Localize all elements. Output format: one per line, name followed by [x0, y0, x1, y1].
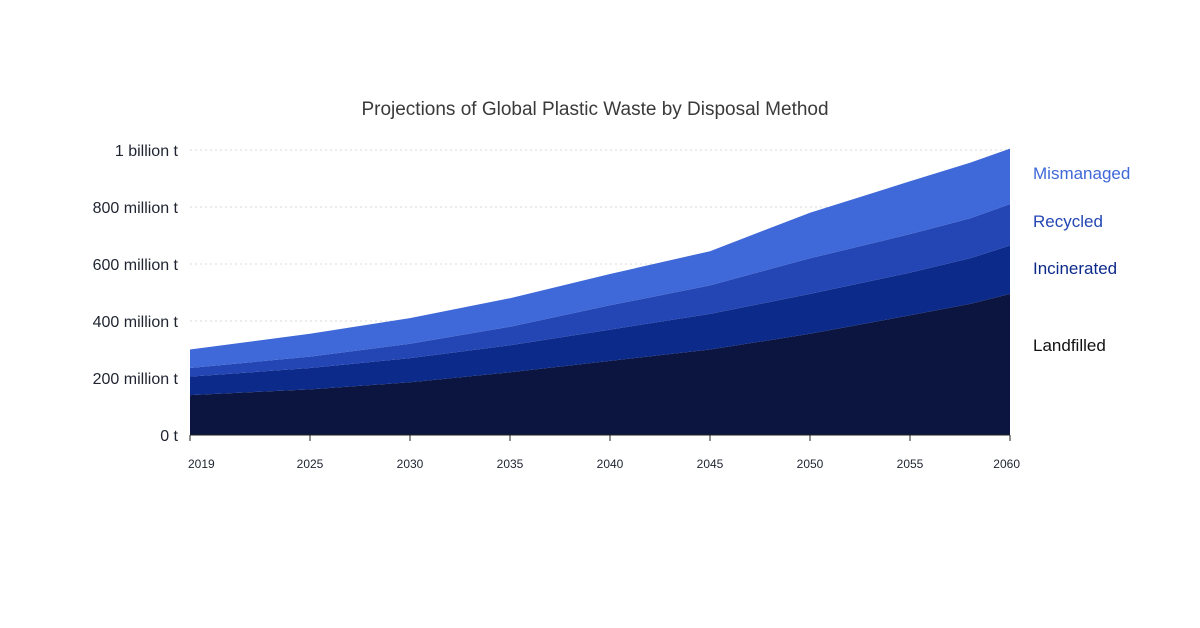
- x-tick-label: 2050: [797, 457, 824, 471]
- x-tick-label: 2019: [188, 457, 215, 471]
- y-tick-label: 200 million t: [93, 371, 179, 388]
- legend-recycled: Recycled: [1033, 212, 1103, 231]
- y-tick-label: 400 million t: [93, 314, 179, 331]
- chart-title: Projections of Global Plastic Waste by D…: [361, 99, 828, 120]
- legend-mismanaged: Mismanaged: [1033, 164, 1130, 183]
- area-incinerated: [190, 245, 1010, 396]
- legend-layer: Mismanaged Recycled Incinerated Landfilled: [1033, 164, 1130, 355]
- y-tick-label: 1 billion t: [115, 143, 179, 160]
- x-tick-label: 2030: [397, 457, 424, 471]
- x-tick-label: 2060: [993, 457, 1020, 471]
- area-layer: [190, 148, 1010, 435]
- x-tick-label: 2025: [297, 457, 324, 471]
- area-mismanaged: [190, 148, 1010, 368]
- x-tick-label: 2040: [597, 457, 624, 471]
- x-tick-label: 2045: [697, 457, 724, 471]
- y-tick-label: 0 t: [160, 428, 178, 445]
- y-tick-label: 600 million t: [93, 257, 179, 274]
- y-tick-label: 800 million t: [93, 200, 179, 217]
- area-landfilled: [190, 293, 1010, 435]
- x-tick-label: 2035: [497, 457, 524, 471]
- axis-layer: 0 t 200 million t 400 million t 600 million…: [93, 143, 1021, 471]
- legend-incinerated: Incinerated: [1033, 259, 1117, 278]
- x-tick-label: 2055: [897, 457, 924, 471]
- legend-landfilled: Landfilled: [1033, 336, 1106, 355]
